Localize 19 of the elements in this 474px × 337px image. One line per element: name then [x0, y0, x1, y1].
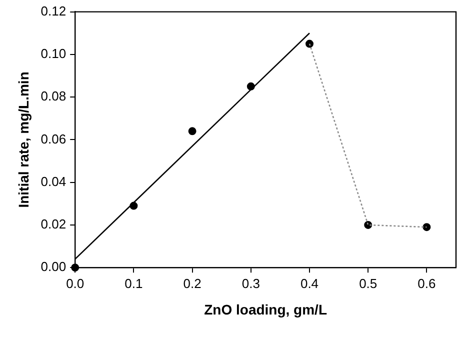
- x-axis-title: ZnO loading, gm/L: [204, 301, 328, 318]
- x-tick-label: 0.3: [242, 276, 260, 291]
- x-tick-label: 0.4: [300, 276, 319, 291]
- y-tick-label: 0.02: [40, 216, 66, 232]
- y-tick-label: 0.10: [40, 46, 66, 62]
- y-tick-label: 0.08: [40, 88, 66, 104]
- point: [422, 223, 431, 232]
- y-tick-label: 0.04: [40, 174, 66, 189]
- point: [306, 40, 314, 48]
- x-tick-label: 0.5: [359, 276, 378, 291]
- y-tick-label: 0.12: [40, 3, 66, 18]
- x-tick-label: 0.2: [183, 276, 202, 291]
- y-axis-title: Initial rate, mg/L.min: [15, 72, 32, 208]
- x-tick-label: 0.6: [418, 276, 436, 291]
- y-tick-label: 0.06: [40, 131, 66, 146]
- x-tick-label: 0.1: [124, 276, 143, 291]
- y-tick-label: 0.00: [40, 259, 66, 274]
- x-tick-label: 0.0: [66, 276, 84, 291]
- point: [188, 127, 196, 136]
